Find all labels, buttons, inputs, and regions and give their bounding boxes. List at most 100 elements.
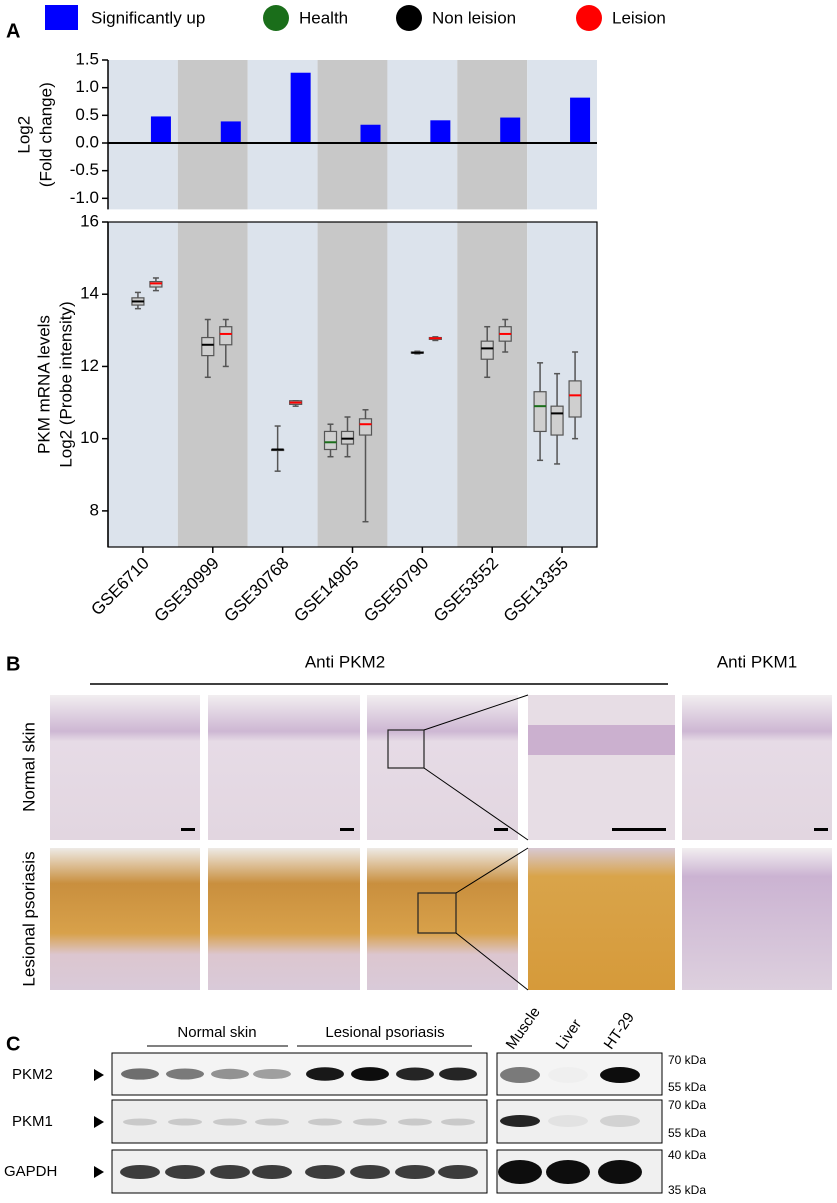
marker-label: 70 kDa <box>668 1053 706 1067</box>
bar <box>290 72 311 143</box>
micrograph <box>367 848 518 990</box>
y-tick-label: 14 <box>80 284 99 303</box>
blot-band <box>546 1160 590 1184</box>
chart-layer: Significantly up Health Non leision Leision… <box>14 5 666 626</box>
marker-label: 55 kDa <box>668 1080 706 1094</box>
blot-band <box>123 1118 157 1126</box>
bar <box>220 121 241 143</box>
bar <box>430 120 451 143</box>
bar <box>360 124 381 143</box>
marker-label: 35 kDa <box>668 1183 706 1197</box>
blot-band <box>600 1067 640 1083</box>
y-tick-label: -0.5 <box>70 160 99 179</box>
marker-label: 55 kDa <box>668 1126 706 1140</box>
y-axis-label: Log2 (Probe intensity) <box>56 301 75 467</box>
y-tick-label: 1.0 <box>75 77 99 96</box>
group-label: Lesional psoriasis <box>325 1024 444 1041</box>
blot-band <box>439 1067 477 1081</box>
y-tick-label: 0.5 <box>75 105 99 124</box>
inset-box <box>417 892 457 934</box>
blot-band <box>121 1068 159 1080</box>
legend-swatch <box>263 5 289 31</box>
micrograph <box>50 848 200 990</box>
inset-line <box>455 847 529 894</box>
scale-bar <box>181 828 195 831</box>
micrograph <box>50 695 200 840</box>
y-tick-label: 10 <box>80 428 99 447</box>
x-tick-label: GSE13355 <box>500 554 572 626</box>
blot-band <box>165 1165 205 1179</box>
arrowhead <box>94 1166 104 1178</box>
lane-label: Liver <box>553 1016 586 1052</box>
micrograph <box>528 695 675 840</box>
box <box>568 380 582 418</box>
blot-band <box>166 1068 204 1080</box>
blot-band <box>211 1068 249 1080</box>
marker-label: 70 kDa <box>668 1098 706 1112</box>
group-label: Normal skin <box>177 1024 256 1041</box>
legend-label: Significantly up <box>91 8 205 27</box>
blot-band <box>308 1118 342 1126</box>
x-tick-label: GSE14905 <box>290 554 362 626</box>
lane-label: Muscle <box>503 1004 544 1053</box>
band <box>247 222 318 547</box>
box <box>533 391 547 433</box>
panel-b: Anti PKM2 Anti PKM1 Normal skin Lesional… <box>19 652 832 991</box>
box <box>480 340 494 360</box>
x-tick-label: GSE30999 <box>151 554 223 626</box>
box <box>358 418 373 436</box>
blot-band <box>351 1067 389 1081</box>
protein-label: PKM1 <box>12 1113 53 1130</box>
header: Anti PKM1 <box>717 652 797 671</box>
legend-swatch <box>45 5 78 30</box>
legend-swatch <box>396 5 422 31</box>
legend-label: Non leision <box>432 8 516 27</box>
header: Anti PKM2 <box>305 652 385 671</box>
blot-band <box>213 1118 247 1126</box>
y-tick-label: 8 <box>90 500 99 519</box>
legend-label: Health <box>299 8 348 27</box>
band <box>457 222 528 547</box>
blot-band <box>441 1118 475 1126</box>
blot-band <box>398 1118 432 1126</box>
y-tick-label: 12 <box>80 356 99 375</box>
blot-band <box>353 1118 387 1126</box>
blot-band <box>305 1165 345 1179</box>
blot-band <box>120 1165 160 1179</box>
micrograph-layer <box>528 725 675 755</box>
box <box>201 336 215 357</box>
y-tick-label: 0.0 <box>75 132 99 151</box>
box <box>550 405 564 436</box>
blot-band <box>210 1165 250 1179</box>
inset-line <box>423 767 529 841</box>
protein-label: GAPDH <box>4 1163 57 1180</box>
inset-line <box>423 694 529 731</box>
panel-c: Normal skin Lesional psoriasis Muscle Li… <box>4 1004 706 1197</box>
y-axis-label: Log2 <box>14 116 33 154</box>
panel-label: A <box>6 20 20 42</box>
blot <box>111 1099 488 1144</box>
marker-label: 40 kDa <box>668 1148 706 1162</box>
blot-band <box>548 1067 588 1083</box>
x-tick-label: GSE30768 <box>220 554 292 626</box>
x-tick-label: GSE50790 <box>360 554 432 626</box>
panel-label: B <box>6 653 20 675</box>
panel-label: C <box>6 1033 20 1055</box>
legend-swatch <box>576 5 602 31</box>
inset-line <box>455 932 529 991</box>
micrograph <box>208 695 360 840</box>
box <box>219 326 233 346</box>
box <box>323 430 338 451</box>
x-tick-label: GSE6710 <box>87 554 153 620</box>
row-label: Normal skin <box>19 722 38 812</box>
micrograph <box>528 848 675 990</box>
scale-bar <box>494 828 508 831</box>
blot-band <box>498 1160 542 1184</box>
arrowhead <box>94 1069 104 1081</box>
y-tick-label: 1.5 <box>75 49 99 68</box>
band <box>387 222 458 547</box>
blot-band <box>168 1118 202 1126</box>
row-label: Lesional psoriasis <box>19 851 38 986</box>
y-tick-label: -1.0 <box>70 188 99 207</box>
